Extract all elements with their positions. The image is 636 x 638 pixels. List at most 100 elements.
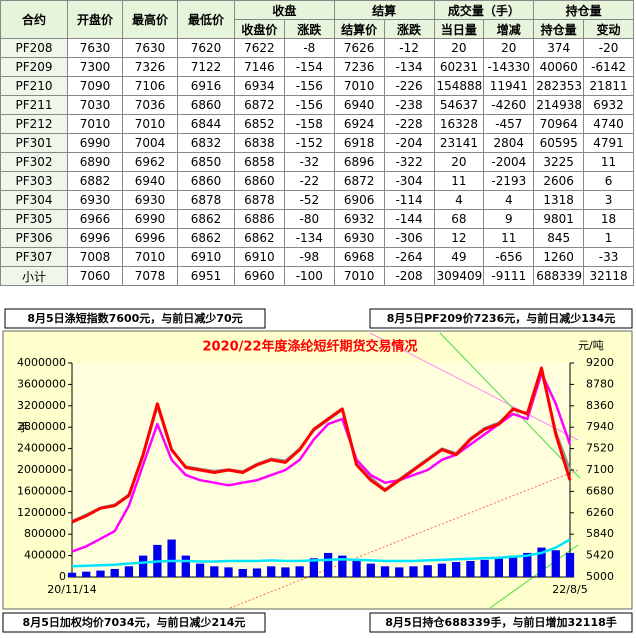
- table-cell: -134: [283, 228, 335, 248]
- table-cell: 6932: [583, 95, 634, 115]
- table-cell: 4: [483, 190, 535, 210]
- y2-tick-label: 7100: [586, 463, 614, 476]
- table-cell: -6142: [583, 57, 634, 77]
- y-axis-label: 手: [18, 420, 29, 434]
- table-cell: PF211: [0, 95, 68, 115]
- table-row: 小计 7060 7078 6951 6960 -100 7010 -208 309409 -911…: [0, 266, 634, 286]
- table-cell: 1318: [533, 190, 585, 210]
- y2-tick-label: 9200: [586, 356, 614, 369]
- note: 8月5日持仓688339手，与前日增加32118手: [385, 615, 617, 629]
- bar: [537, 547, 546, 577]
- bar: [452, 562, 461, 577]
- table-cell: -134: [383, 57, 435, 77]
- table-cell: 6872: [234, 95, 285, 115]
- trend-line: [369, 332, 579, 441]
- table-cell: 68: [433, 209, 485, 229]
- trend-line: [439, 332, 581, 479]
- table-cell: 6990: [67, 133, 123, 153]
- table-cell: 6878: [234, 190, 285, 210]
- table-cell: 60595: [533, 133, 585, 153]
- table-cell: 1: [583, 228, 634, 248]
- y-tick-label: 0: [59, 570, 66, 583]
- table-cell: 最低价: [177, 0, 235, 39]
- bar: [508, 555, 518, 577]
- table-cell: 增减: [483, 19, 535, 39]
- table-cell: 6: [583, 171, 634, 191]
- table-cell: 成交量（手）: [433, 0, 535, 20]
- table-cell: 688339: [533, 266, 585, 286]
- bar: [295, 566, 304, 577]
- table-cell: 6858: [234, 152, 285, 172]
- table-row: 收盘价 涨跌 结算价 涨跌 当日量 增减 持仓量 变动: [1, 19, 634, 39]
- bar: [395, 567, 404, 577]
- y-tick-label: 2000000: [17, 463, 66, 476]
- bar: [281, 567, 290, 577]
- bar: [238, 568, 247, 577]
- bar: [138, 555, 148, 577]
- bar: [523, 552, 532, 577]
- note-box: [369, 612, 633, 633]
- table-cell: 6996: [67, 228, 123, 248]
- y-tick-label: 2800000: [17, 420, 66, 433]
- table-cell: 2606: [533, 171, 585, 191]
- table-cell: 6940: [122, 171, 178, 191]
- table-cell: 6860: [177, 95, 235, 115]
- table-cell: -226: [383, 76, 435, 96]
- table-cell: 7010: [122, 247, 178, 267]
- note: 8月5日PF209价7236元，与前日减少134元: [387, 311, 615, 325]
- table-cell: 7620: [177, 38, 235, 58]
- table-cell: PF303: [0, 171, 68, 191]
- table-cell: -98: [283, 247, 335, 267]
- table-cell: -238: [383, 95, 435, 115]
- table-cell: 6832: [177, 133, 235, 153]
- table-cell: 374: [533, 38, 585, 58]
- table-cell: 6886: [234, 209, 285, 229]
- table-cell: 合约: [0, 0, 68, 39]
- bar: [224, 567, 233, 577]
- bar: [252, 568, 262, 577]
- table-cell: PF208: [0, 38, 68, 58]
- table-cell: 6930: [122, 190, 178, 210]
- bar: [181, 555, 190, 577]
- bar: [338, 555, 347, 577]
- table-cell: 7630: [67, 38, 123, 58]
- table-cell: -114: [383, 190, 435, 210]
- table-cell: 7146: [234, 57, 285, 77]
- table-cell: 6960: [234, 266, 285, 286]
- table-cell: 4791: [583, 133, 634, 153]
- y-tick-label: 800000: [24, 527, 66, 540]
- table-cell: 7236: [333, 57, 385, 77]
- table-cell: 6932: [333, 209, 385, 229]
- table-cell: -152: [283, 133, 335, 153]
- y2-tick-label: 8360: [586, 399, 614, 412]
- table-cell: 涨跌: [283, 19, 335, 39]
- bar: [423, 565, 432, 577]
- table-cell: 20: [433, 38, 485, 58]
- table-cell: -9111: [483, 266, 535, 286]
- x-tick-label: 20/11/14: [47, 583, 96, 596]
- table-cell: 6930: [333, 228, 385, 248]
- table-cell: -264: [383, 247, 435, 267]
- table-cell: 6962: [122, 152, 178, 172]
- table-cell: 1260: [533, 247, 585, 267]
- bar: [267, 566, 276, 577]
- table-cell: 9: [483, 209, 535, 229]
- table-cell: 持仓量: [533, 0, 634, 20]
- table-cell: 282353: [533, 76, 585, 96]
- note: 8月5日加权均价7034元，与前日减少214元: [23, 615, 246, 629]
- y2-tick-label: 7940: [586, 420, 614, 433]
- y2-tick-label: 5000: [586, 570, 614, 583]
- table-cell: 6844: [177, 114, 235, 134]
- bar: [466, 560, 475, 577]
- table-row: PF306 6996 6996 6862 6862 -134 6930 -306 12 11 845…: [0, 228, 634, 248]
- table-cell: -12: [383, 38, 435, 58]
- table-cell: 7010: [333, 266, 385, 286]
- bar: [96, 570, 105, 577]
- table-cell: 7004: [122, 133, 178, 153]
- table-cell: 40060: [533, 57, 585, 77]
- table-cell: -52: [283, 190, 335, 210]
- table-cell: 结算: [333, 0, 435, 20]
- table-cell: -8: [283, 38, 335, 58]
- line: [71, 366, 572, 524]
- table-cell: -228: [383, 114, 435, 134]
